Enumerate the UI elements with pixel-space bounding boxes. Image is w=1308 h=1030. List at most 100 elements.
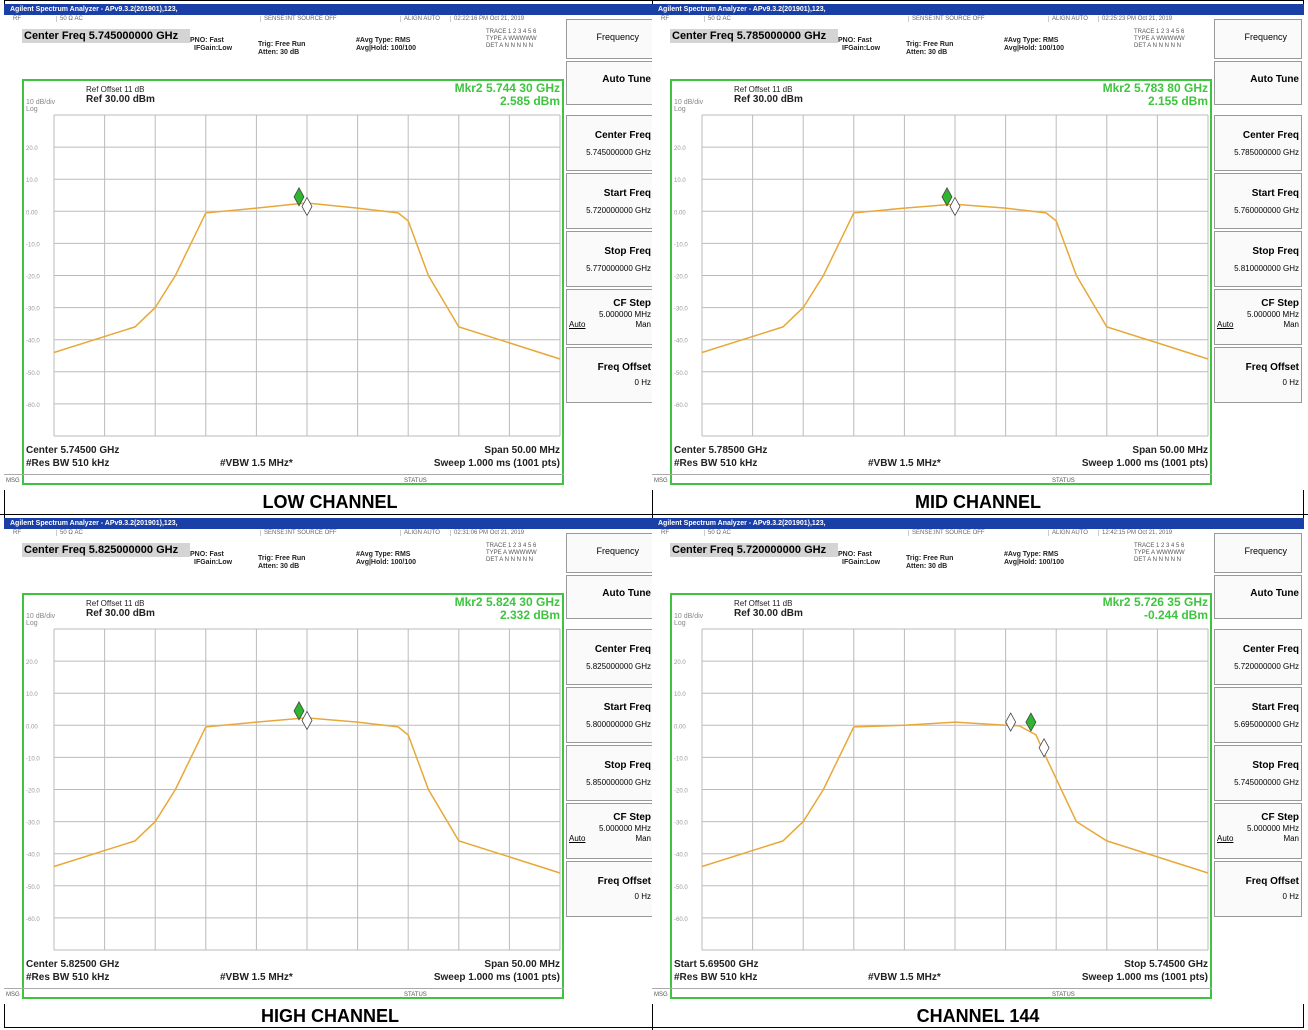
vbw-info: #VBW 1.5 MHz* — [868, 972, 941, 983]
trig-label: Trig: Free Run — [258, 41, 306, 48]
softkey-auto-tune[interactable]: Auto Tune — [566, 575, 654, 619]
softkey-start-freq[interactable]: Start Freq 5.760000000 GHz — [1214, 173, 1302, 229]
softkey-stop-freq[interactable]: Stop Freq 5.770000000 GHz — [566, 231, 654, 287]
window-title: Agilent Spectrum Analyzer - APv9.3.2(201… — [4, 518, 656, 529]
message-bar: MSG STATUS — [652, 988, 1212, 1003]
softkey-center-freq[interactable]: Center Freq 5.720000000 GHz — [1214, 629, 1302, 685]
softkey-start-freq[interactable]: Start Freq 5.695000000 GHz — [1214, 687, 1302, 743]
ref-level: Ref 30.00 dBm — [86, 94, 155, 105]
y-tick-label: 0.00 — [674, 724, 686, 730]
trig-label: Trig: Free Run — [906, 555, 954, 562]
sense-indicator: SENSE:INT SOURCE OFF — [260, 530, 337, 536]
scale-label: 10 dB/div — [674, 99, 704, 106]
softkey-cf-step[interactable]: CF Step 5.000000 MHz Auto Man — [1214, 289, 1302, 345]
y-tick-label: 20.0 — [26, 660, 38, 666]
center-freq-readout: Center Freq 5.825000000 GHz — [22, 543, 190, 557]
spectrum-trace — [701, 721, 1209, 874]
marker-1-diamond — [301, 196, 313, 217]
softkey-stop-freq[interactable]: Stop Freq 5.745000000 GHz — [1214, 745, 1302, 801]
softkey-cf-step[interactable]: CF Step 5.000000 MHz Auto Man — [1214, 803, 1302, 859]
status-line: RF 50 Ω AC SENSE:INT SOURCE OFF ALIGN AU… — [10, 529, 566, 539]
softkey-frequency-title: Frequency — [566, 533, 654, 573]
softkey-cf-step[interactable]: CF Step 5.000000 MHz Auto Man — [566, 803, 654, 859]
softkey-freq-offset[interactable]: Freq Offset 0 Hz — [566, 347, 654, 403]
scale-label: 10 dB/div — [674, 613, 704, 620]
rf-indicator: RF — [661, 16, 669, 22]
sweep-info: Sweep 1.000 ms (1001 pts) — [1081, 458, 1208, 469]
ifgain-label: IFGain:Low — [842, 559, 881, 566]
softkey-center-freq[interactable]: Center Freq 5.785000000 GHz — [1214, 115, 1302, 171]
y-tick-label: -30.0 — [674, 821, 688, 827]
ref-offset: Ref Offset 11 dB — [734, 599, 793, 608]
log-label: Log — [674, 620, 686, 627]
pno-label: PNO: Fast — [190, 551, 224, 558]
ref-offset: Ref Offset 11 dB — [86, 599, 145, 608]
y-tick-label: -60.0 — [674, 917, 688, 923]
trace-legend: TRACE 1 2 3 4 5 6 TYPE A WWWWW DET A N N N… — [486, 29, 537, 49]
softkey-panel: Frequency Auto Tune Center Freq 5.745000… — [564, 15, 656, 485]
y-tick-label: -50.0 — [26, 885, 40, 891]
softkey-auto-tune[interactable]: Auto Tune — [566, 61, 654, 105]
message-bar: MSG STATUS — [4, 988, 564, 1003]
analyzer-panel-3: Agilent Spectrum Analyzer - APv9.3.2(201… — [4, 514, 656, 1029]
marker-frequency: Mkr2 5.726 35 GHz — [1102, 595, 1208, 609]
y-tick-label: 10.0 — [674, 692, 686, 698]
softkey-freq-offset[interactable]: Freq Offset 0 Hz — [1214, 347, 1302, 403]
softkey-center-freq[interactable]: Center Freq 5.825000000 GHz — [566, 629, 654, 685]
softkey-auto-tune[interactable]: Auto Tune — [1214, 61, 1302, 105]
divider-vertical — [652, 0, 653, 1030]
softkey-start-freq[interactable]: Start Freq 5.720000000 GHz — [566, 173, 654, 229]
right-freq-info: Span 50.00 MHz — [1132, 445, 1208, 456]
y-tick-label: 0.00 — [26, 210, 38, 216]
y-tick-label: -30.0 — [26, 307, 40, 313]
window-title: Agilent Spectrum Analyzer - APv9.3.2(201… — [652, 4, 1304, 15]
softkey-center-freq[interactable]: Center Freq 5.745000000 GHz — [566, 115, 654, 171]
marker-frequency: Mkr2 5.744 30 GHz — [454, 81, 560, 95]
ref-offset: Ref Offset 11 dB — [734, 85, 793, 94]
marker-value: -0.244 dBm — [1143, 608, 1208, 622]
sense-indicator: SENSE:INT SOURCE OFF — [908, 530, 985, 536]
y-tick-label: -20.0 — [26, 275, 40, 281]
scale-label: 10 dB/div — [26, 99, 56, 106]
rf-indicator: RF — [661, 530, 669, 536]
timestamp: 12:42:15 PM Oct 21, 2019 — [1098, 530, 1172, 536]
trace-legend: TRACE 1 2 3 4 5 6 TYPE A WWWWW DET A N N N… — [486, 543, 537, 563]
header: RF 50 Ω AC SENSE:INT SOURCE OFF ALIGN AU… — [4, 15, 564, 75]
message-bar: MSG STATUS — [652, 474, 1212, 489]
marker-2-diamond — [293, 701, 305, 721]
rf-indicator: RF — [13, 530, 21, 536]
window-title: Agilent Spectrum Analyzer - APv9.3.2(201… — [652, 518, 1304, 529]
spectrum-graph: 20.0 10.0 0.00 -10.0 -20.0 -30.0 -40.0 -50.0 -60… — [670, 79, 1212, 485]
ohm-indicator: 50 Ω AC — [704, 16, 731, 22]
atten-label: Atten: 30 dB — [906, 563, 948, 570]
spectrum-trace — [53, 202, 561, 360]
softkey-cf-step[interactable]: CF Step 5.000000 MHz Auto Man — [566, 289, 654, 345]
softkey-freq-offset[interactable]: Freq Offset 0 Hz — [566, 861, 654, 917]
softkey-stop-freq[interactable]: Stop Freq 5.810000000 GHz — [1214, 231, 1302, 287]
y-tick-label: -10.0 — [26, 242, 40, 248]
y-tick-label: -40.0 — [26, 339, 40, 345]
softkey-auto-tune[interactable]: Auto Tune — [1214, 575, 1302, 619]
marker-1-diamond — [949, 196, 961, 217]
softkey-freq-offset[interactable]: Freq Offset 0 Hz — [1214, 861, 1302, 917]
softkey-start-freq[interactable]: Start Freq 5.800000000 GHz — [566, 687, 654, 743]
left-freq-info: Center 5.78500 GHz — [674, 445, 768, 456]
spectrum-plot: 20.0 10.0 0.00 -10.0 -20.0 -30.0 -40.0 -50.0 -60… — [26, 114, 561, 437]
ifgain-label: IFGain:Low — [842, 45, 881, 52]
sense-indicator: SENSE:INT SOURCE OFF — [908, 16, 985, 22]
softkey-stop-freq[interactable]: Stop Freq 5.850000000 GHz — [566, 745, 654, 801]
channel-caption: LOW CHANNEL — [262, 492, 398, 512]
y-tick-label: -10.0 — [674, 242, 688, 248]
spectrum-graph: 20.0 10.0 0.00 -10.0 -20.0 -30.0 -40.0 -50.0 -60… — [670, 593, 1212, 999]
left-freq-info: Center 5.82500 GHz — [26, 959, 120, 970]
ref-level: Ref 30.00 dBm — [734, 94, 803, 105]
marker-frequency: Mkr2 5.783 80 GHz — [1102, 81, 1208, 95]
y-tick-label: 20.0 — [674, 146, 686, 152]
log-label: Log — [674, 106, 686, 113]
softkey-frequency-title: Frequency — [1214, 19, 1302, 59]
msg-label: MSG — [6, 992, 20, 998]
rf-indicator: RF — [13, 16, 21, 22]
center-freq-readout: Center Freq 5.785000000 GHz — [670, 29, 838, 43]
softkey-panel: Frequency Auto Tune Center Freq 5.825000… — [564, 529, 656, 999]
status-label: STATUS — [1052, 478, 1075, 484]
